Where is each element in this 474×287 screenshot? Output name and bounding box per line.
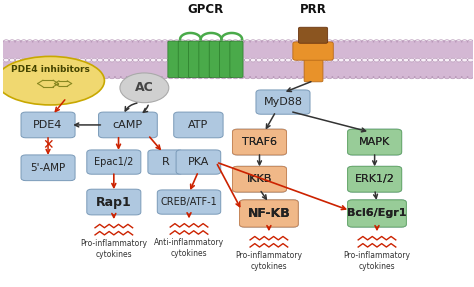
- FancyBboxPatch shape: [347, 166, 401, 192]
- Text: PKA: PKA: [188, 157, 209, 167]
- FancyBboxPatch shape: [347, 129, 401, 155]
- Text: R: R: [162, 157, 169, 167]
- Bar: [3, 41, 474, 59]
- FancyBboxPatch shape: [293, 42, 333, 60]
- FancyBboxPatch shape: [299, 27, 328, 43]
- Text: Pro-inflammatory
cytokines: Pro-inflammatory cytokines: [344, 251, 410, 271]
- FancyBboxPatch shape: [178, 41, 191, 77]
- FancyBboxPatch shape: [232, 129, 286, 155]
- Text: Bcl6/Egr1: Bcl6/Egr1: [347, 208, 407, 218]
- Text: NF-KB: NF-KB: [247, 207, 290, 220]
- Text: MAPK: MAPK: [359, 137, 390, 147]
- FancyBboxPatch shape: [189, 41, 202, 77]
- Circle shape: [120, 73, 169, 103]
- Text: Bcl6/Egr1: Bcl6/Egr1: [347, 208, 407, 218]
- Text: PDE4 inhibitors: PDE4 inhibitors: [11, 65, 90, 74]
- FancyBboxPatch shape: [347, 166, 401, 192]
- FancyBboxPatch shape: [176, 150, 221, 174]
- FancyBboxPatch shape: [239, 200, 298, 227]
- Text: cAMP: cAMP: [113, 120, 143, 130]
- FancyBboxPatch shape: [347, 200, 406, 227]
- Bar: [3, 61, 474, 78]
- FancyBboxPatch shape: [99, 112, 157, 138]
- Text: Anti-inflammatory
cytokines: Anti-inflammatory cytokines: [154, 238, 224, 258]
- Text: ATP: ATP: [188, 120, 209, 130]
- FancyBboxPatch shape: [87, 189, 141, 215]
- Text: Pro-inflammatory
cytokines: Pro-inflammatory cytokines: [236, 251, 302, 271]
- Text: PDE4: PDE4: [33, 120, 63, 130]
- Text: NF-KB: NF-KB: [247, 207, 290, 220]
- Bar: [3, 58, 474, 62]
- FancyBboxPatch shape: [256, 90, 310, 114]
- FancyBboxPatch shape: [239, 200, 298, 227]
- FancyBboxPatch shape: [304, 53, 323, 82]
- Text: ERK1/2: ERK1/2: [355, 174, 394, 184]
- Text: CREB/ATF-1: CREB/ATF-1: [161, 197, 218, 207]
- Text: GPCR: GPCR: [187, 3, 224, 16]
- Text: IKKB: IKKB: [247, 174, 272, 184]
- FancyBboxPatch shape: [199, 41, 212, 77]
- FancyBboxPatch shape: [232, 129, 286, 155]
- FancyBboxPatch shape: [148, 150, 183, 174]
- Text: Epac1/2: Epac1/2: [94, 157, 134, 167]
- Text: MAPK: MAPK: [359, 137, 390, 147]
- FancyBboxPatch shape: [347, 129, 401, 155]
- Text: IKKB: IKKB: [247, 174, 272, 184]
- FancyBboxPatch shape: [347, 200, 406, 227]
- FancyBboxPatch shape: [21, 155, 75, 181]
- Text: ✕: ✕: [42, 138, 54, 152]
- Ellipse shape: [0, 56, 104, 105]
- Text: ERK1/2: ERK1/2: [355, 174, 394, 184]
- Text: MyD88: MyD88: [264, 97, 302, 107]
- FancyBboxPatch shape: [87, 150, 141, 174]
- Text: Pro-inflammatory
cytokines: Pro-inflammatory cytokines: [80, 239, 147, 259]
- Text: 5'-AMP: 5'-AMP: [30, 163, 66, 173]
- FancyBboxPatch shape: [168, 41, 181, 77]
- FancyBboxPatch shape: [232, 166, 286, 192]
- Text: AC: AC: [135, 81, 154, 94]
- Text: TRAF6: TRAF6: [242, 137, 277, 147]
- FancyBboxPatch shape: [232, 166, 286, 192]
- Text: PRR: PRR: [300, 3, 327, 16]
- FancyBboxPatch shape: [21, 112, 75, 138]
- FancyBboxPatch shape: [219, 41, 233, 77]
- FancyBboxPatch shape: [230, 41, 243, 77]
- FancyBboxPatch shape: [157, 190, 221, 214]
- Text: Rap1: Rap1: [96, 195, 132, 209]
- FancyBboxPatch shape: [174, 112, 223, 138]
- Text: TRAF6: TRAF6: [242, 137, 277, 147]
- FancyBboxPatch shape: [209, 41, 222, 77]
